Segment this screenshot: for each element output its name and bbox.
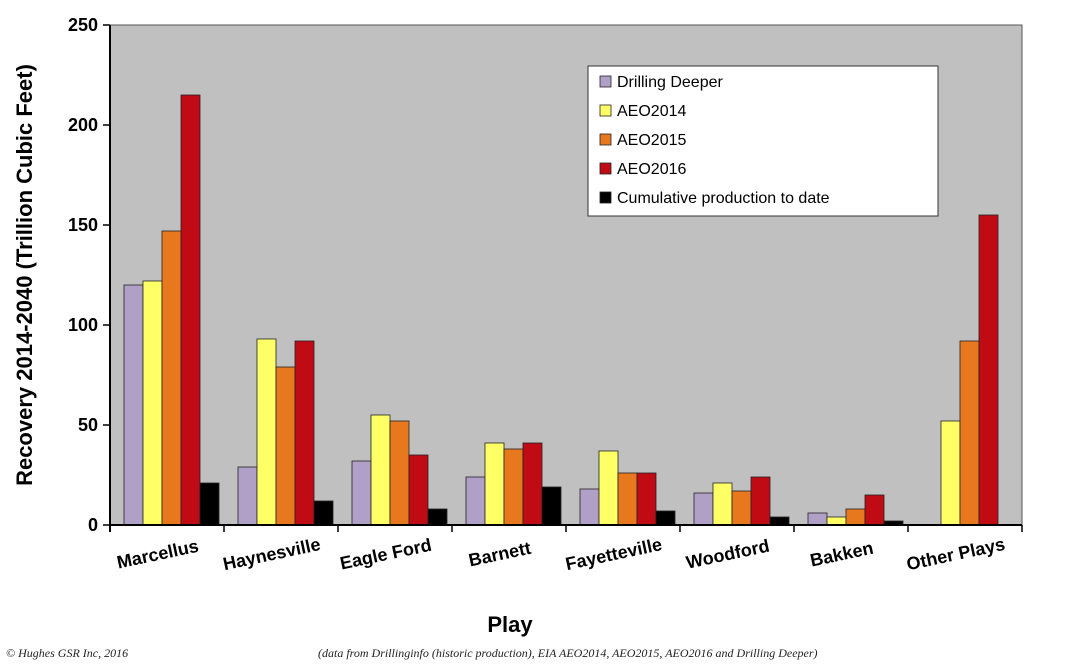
bar-drilling-deeper-marcellus (123, 284, 144, 526)
bar-aeo2014-eagle-ford (370, 414, 391, 526)
bar-aeo2014-haynesville (256, 338, 277, 526)
bar-aeo2016-eagle-ford (408, 454, 429, 526)
bar-aeo2016-fayetteville (636, 472, 657, 526)
bar-cumulative-production-to-date-marcellus (199, 482, 220, 526)
bar-aeo2015-other-plays (959, 340, 980, 526)
source-note: (data from Drillinginfo (historic produc… (318, 646, 818, 660)
x-tick-label: Haynesville (221, 534, 322, 574)
bar-drilling-deeper-fayetteville (579, 488, 600, 526)
legend-swatch (599, 191, 612, 204)
x-tick-label: Bakken (808, 538, 875, 571)
bar-cumulative-production-to-date-barnett (541, 486, 562, 526)
y-tick-label: 0 (88, 515, 98, 535)
bar-aeo2016-barnett (522, 442, 543, 526)
bar-aeo2016-marcellus (180, 94, 201, 526)
bar-drilling-deeper-eagle-ford (351, 460, 372, 526)
bar-aeo2015-marcellus (161, 230, 182, 526)
bar-aeo2015-barnett (503, 448, 524, 526)
bar-aeo2014-fayetteville (598, 450, 619, 526)
legend: Drilling Deeper AEO2014 AEO2015 AEO2016 Cumu… (587, 65, 939, 217)
y-tick-label: 100 (68, 315, 98, 335)
x-tick-label: Woodford (684, 536, 771, 573)
bar-drilling-deeper-barnett (465, 476, 486, 526)
legend-swatch (599, 162, 612, 175)
y-axis: 0 50 100 150 200 250 (68, 15, 110, 535)
x-axis: Marcellus Haynesville Eagle Ford Barnett Fay… (115, 534, 1007, 574)
bar-aeo2014-barnett (484, 442, 505, 526)
legend-label: AEO2016 (617, 161, 686, 178)
x-tick-label: Fayetteville (564, 534, 664, 574)
legend-swatch (599, 75, 612, 88)
bar-cumulative-production-to-date-woodford (769, 516, 790, 526)
bar-drilling-deeper-woodford (693, 492, 714, 526)
bar-aeo2015-eagle-ford (389, 420, 410, 526)
y-tick-label: 150 (68, 215, 98, 235)
legend-box (587, 65, 939, 217)
bar-drilling-deeper-haynesville (237, 466, 258, 526)
x-axis-title: Play (487, 612, 533, 637)
bar-aeo2016-woodford (750, 476, 771, 526)
y-tick-label: 250 (68, 15, 98, 35)
legend-label: Drilling Deeper (617, 74, 723, 91)
y-tick-label: 200 (68, 115, 98, 135)
bar-aeo2015-fayetteville (617, 472, 638, 526)
legend-label: AEO2015 (617, 132, 686, 149)
bar-aeo2016-other-plays (978, 214, 999, 526)
axis-lines (109, 25, 1023, 532)
bar-aeo2014-marcellus (142, 280, 163, 526)
bar-drilling-deeper-bakken (807, 512, 828, 526)
x-tick-label: Marcellus (115, 536, 200, 573)
bar-aeo2015-woodford (731, 490, 752, 526)
bar-cumulative-production-to-date-fayetteville (655, 510, 676, 526)
copyright-note: © Hughes GSR Inc, 2016 (6, 646, 129, 660)
legend-swatch (599, 104, 612, 117)
legend-label: Cumulative production to date (617, 190, 830, 207)
bar-cumulative-production-to-date-haynesville (313, 500, 334, 526)
x-tick-label: Eagle Ford (338, 535, 433, 574)
bar-aeo2014-woodford (712, 482, 733, 526)
bar-aeo2014-bakken (826, 516, 847, 526)
bars (123, 94, 999, 526)
bar-aeo2016-bakken (864, 494, 885, 526)
x-tick-label: Other Plays (905, 534, 1007, 574)
y-axis-title: Recovery 2014-2040 (Trillion Cubic Feet) (12, 64, 37, 486)
bar-aeo2015-bakken (845, 508, 866, 526)
legend-label: AEO2014 (617, 103, 686, 120)
bar-aeo2014-other-plays (940, 420, 961, 526)
bar-aeo2016-haynesville (294, 340, 315, 526)
x-tick-label: Barnett (467, 538, 533, 571)
bar-cumulative-production-to-date-eagle-ford (427, 508, 448, 526)
bar-aeo2015-haynesville (275, 366, 296, 526)
y-tick-label: 50 (78, 415, 98, 435)
legend-swatch (599, 133, 612, 146)
